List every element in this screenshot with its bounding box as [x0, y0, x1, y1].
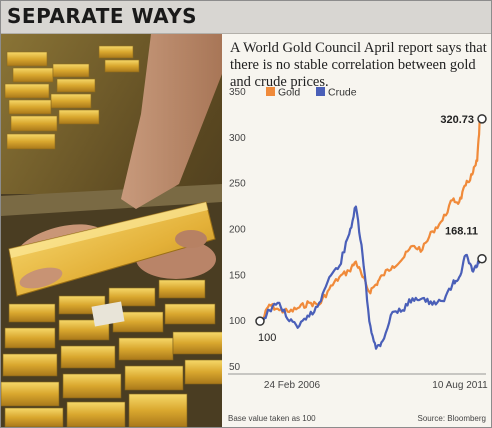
chart-legend: Gold Crude [266, 87, 357, 99]
legend-label-crude: Crude [328, 87, 357, 99]
y-tick-label: 100 [229, 316, 246, 327]
source-note: Source: Bloomberg [418, 414, 486, 423]
y-tick-label: 350 [229, 87, 246, 98]
chart-subtitle: A World Gold Council April report says t… [230, 40, 487, 90]
start-value-label: 100 [258, 332, 276, 344]
gold-bars-photo [1, 34, 222, 427]
line-chart-svg: 50 100 150 200 250 300 350 Gold Crude 100 320.7… [228, 87, 488, 423]
base-value-note: Base value taken as 100 [228, 414, 316, 423]
gold-end-value-label: 320.73 [440, 114, 474, 126]
y-axis-ticks: 50 100 150 200 250 300 350 [229, 87, 246, 373]
y-tick-label: 200 [229, 225, 246, 236]
y-tick-label: 150 [229, 270, 246, 281]
series-line-gold [260, 118, 482, 322]
legend-swatch-gold [266, 87, 275, 96]
crude-end-marker [477, 253, 487, 264]
x-tick-label-end: 10 Aug 2011 [432, 380, 488, 391]
y-tick-label: 50 [229, 362, 241, 373]
gold-bars-illustration [1, 34, 222, 427]
title-bar: SEPARATE WAYS [1, 1, 491, 34]
legend-swatch-crude [316, 87, 325, 96]
crude-end-value-label: 168.11 [445, 226, 478, 238]
y-tick-label: 250 [229, 179, 246, 190]
legend-label-gold: Gold [278, 87, 300, 99]
series-line-crude [261, 205, 482, 350]
line-chart: 50 100 150 200 250 300 350 Gold Crude 100 320.7… [222, 81, 491, 427]
x-tick-label-start: 24 Feb 2006 [264, 380, 321, 391]
start-point-marker [255, 316, 265, 326]
y-tick-label: 300 [229, 133, 246, 144]
chart-title: SEPARATE WAYS [7, 4, 198, 28]
gold-end-marker [477, 114, 487, 124]
